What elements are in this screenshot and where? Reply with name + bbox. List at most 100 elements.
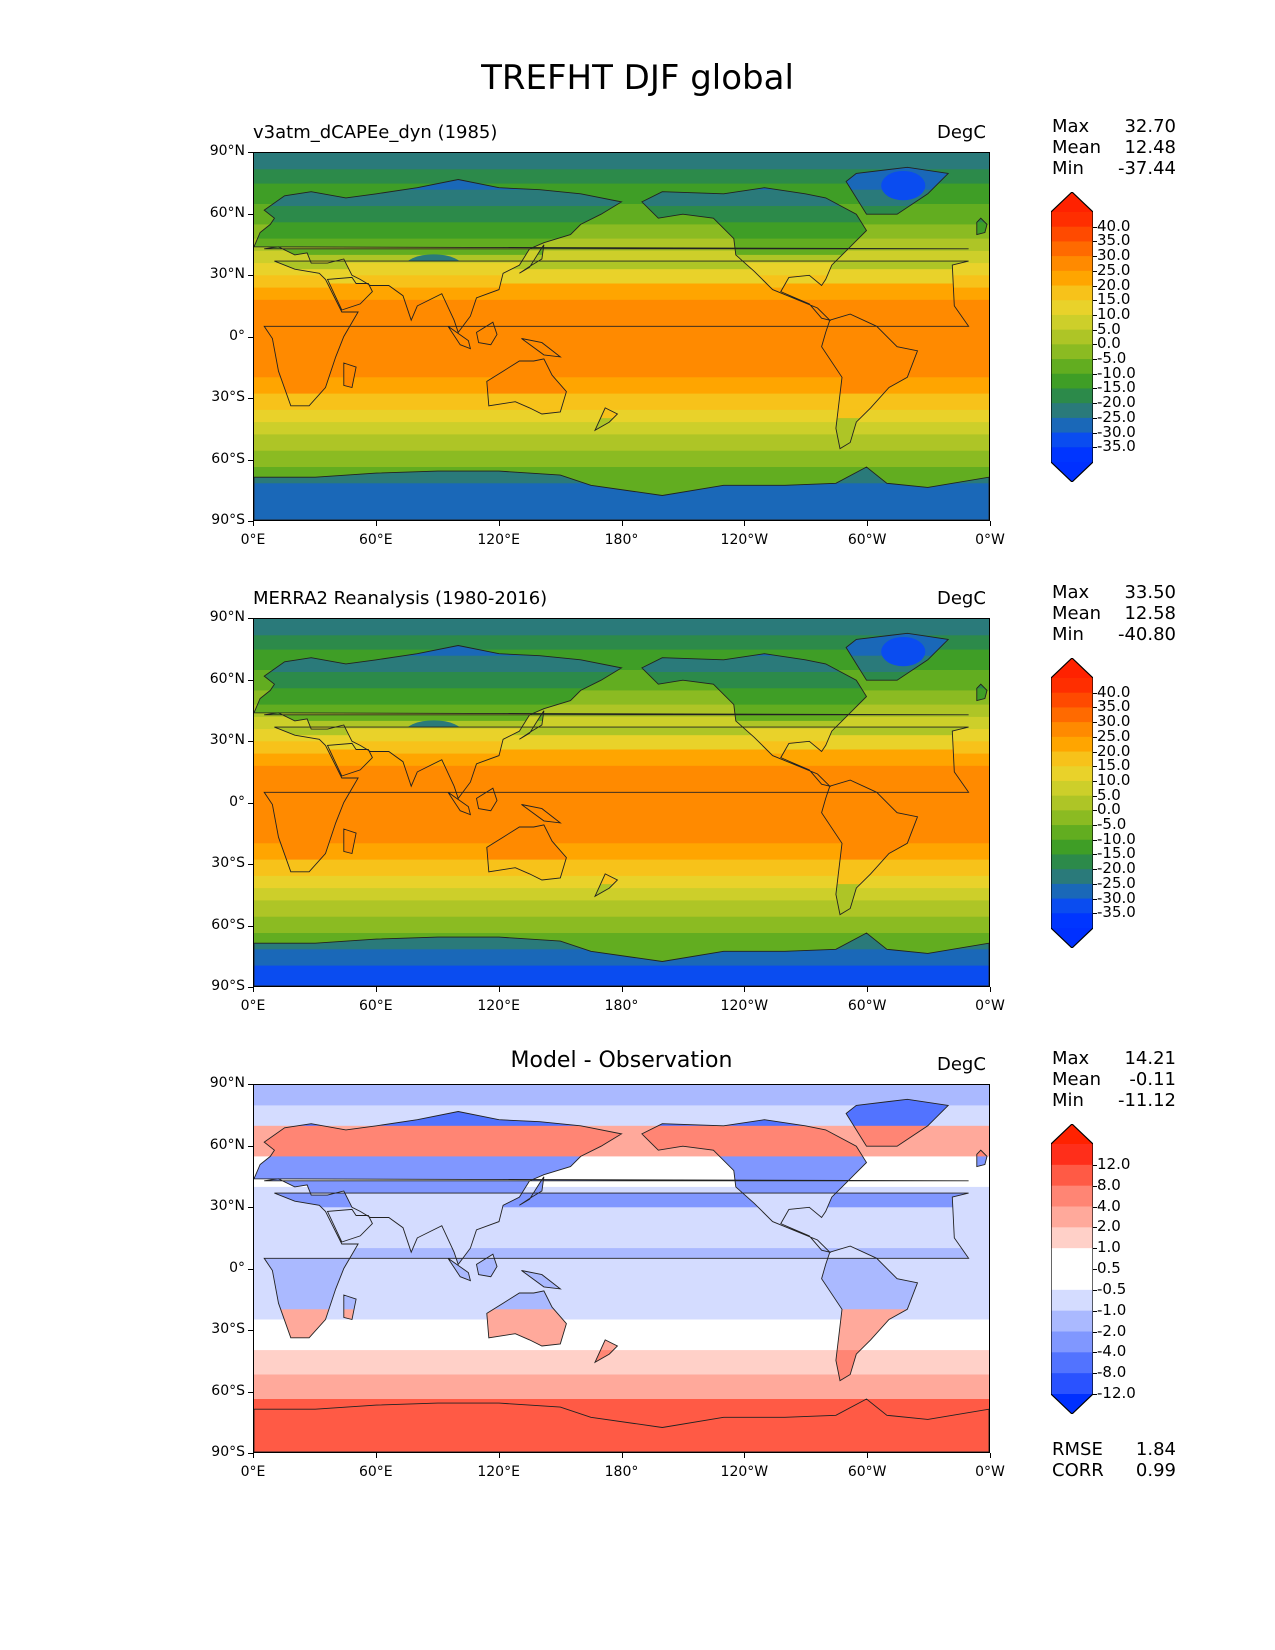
colorbar-tick-label: 30.0 xyxy=(1097,712,1131,731)
y-tick-label: 0° xyxy=(229,1259,245,1276)
colorbar-tick-mark xyxy=(1093,839,1097,841)
x-tick-label: 60°E xyxy=(358,1464,393,1480)
y-tick-label: 30°N xyxy=(209,266,245,282)
y-tick-mark xyxy=(248,1453,253,1454)
stat-label: Max xyxy=(1052,582,1090,603)
colorbar-segment xyxy=(1051,795,1093,811)
colorbar-segment xyxy=(1051,869,1093,885)
x-tick-mark xyxy=(621,987,623,992)
figure-title: TREFHT DJF global xyxy=(481,58,794,98)
colorbar xyxy=(1051,658,1093,948)
colorbar-tick-mark xyxy=(1093,1373,1097,1375)
error-stats-block: RMSE 1.84 CORR 0.99 xyxy=(1052,1439,1176,1481)
colorbar-tick-mark xyxy=(1093,751,1097,753)
colorbar-tick-label: -30.0 xyxy=(1097,422,1136,441)
y-tick-label: 60°N xyxy=(209,204,245,221)
x-tick-mark xyxy=(867,987,869,992)
colorbar-tick-mark xyxy=(1093,766,1097,768)
colorbar-segment xyxy=(1051,373,1093,390)
colorbar-tick-mark xyxy=(1093,913,1097,915)
stat-label: Mean xyxy=(1052,1069,1102,1090)
stat-row: Max 33.50 xyxy=(1052,582,1176,603)
colorbar-segment xyxy=(1051,810,1093,826)
colorbar-segment xyxy=(1051,1269,1093,1291)
colorbar-segment xyxy=(1051,1331,1093,1353)
panel-title: v3atm_dCAPEe_dyn (1985) xyxy=(253,122,498,143)
y-tick-label: 60°S xyxy=(211,916,245,933)
x-tick-label: 60°E xyxy=(358,998,393,1014)
stat-label: Min xyxy=(1052,158,1084,179)
stat-value: 12.48 xyxy=(1124,137,1176,158)
colorbar-segment xyxy=(1051,780,1093,797)
colorbar-tick-label: -2.0 xyxy=(1097,1321,1127,1340)
colorbar-segment xyxy=(1051,300,1093,316)
x-tick-mark xyxy=(744,521,746,526)
stats-block: Max 32.70 Mean 12.48 Min -37.44 xyxy=(1052,116,1176,179)
x-tick-mark xyxy=(990,987,991,992)
x-tick-label: 0°W xyxy=(975,1464,1005,1480)
stat-row: Mean -0.11 xyxy=(1052,1069,1176,1090)
x-tick-label: 120°W xyxy=(720,998,769,1014)
colorbar-tick-mark xyxy=(1093,1394,1097,1395)
colorbar-tick-label: 30.0 xyxy=(1097,246,1131,265)
colorbar-tick-mark xyxy=(1093,1248,1097,1250)
colorbar-tick-mark xyxy=(1093,388,1097,390)
stat-label: RMSE xyxy=(1052,1439,1103,1460)
colorbar-segment xyxy=(1051,1289,1093,1312)
colorbar-segment xyxy=(1051,329,1093,345)
colorbar-segment xyxy=(1051,226,1093,243)
x-tick-label: 120°E xyxy=(477,998,520,1014)
x-tick-mark xyxy=(744,987,746,992)
y-tick-mark xyxy=(248,679,253,681)
x-tick-label: 180° xyxy=(604,998,639,1014)
y-tick-mark xyxy=(248,1391,253,1393)
colorbar-segment xyxy=(1051,388,1093,404)
x-tick-mark xyxy=(498,987,500,992)
colorbar-segment xyxy=(1051,839,1093,856)
colorbar-tick-label: 1.0 xyxy=(1097,1238,1121,1257)
x-tick-label: 180° xyxy=(604,1464,639,1480)
colorbar-tick-mark xyxy=(1093,285,1097,287)
y-tick-mark xyxy=(248,864,253,865)
colorbar-tick-label: 12.0 xyxy=(1097,1154,1131,1173)
y-tick-label: 60°S xyxy=(211,450,245,467)
x-tick-mark xyxy=(498,521,500,526)
stat-label: Max xyxy=(1052,116,1090,137)
colorbar-tick-label: 4.0 xyxy=(1097,1196,1121,1215)
colorbar-tick-mark xyxy=(1093,1310,1097,1312)
colorbar-segment xyxy=(1051,898,1093,914)
y-tick-mark xyxy=(248,152,253,153)
colorbar-tick-mark xyxy=(1093,447,1097,449)
colorbar-tick-mark xyxy=(1093,1269,1097,1270)
stat-row: Max 14.21 xyxy=(1052,1048,1176,1069)
x-tick-label: 120°W xyxy=(720,532,769,548)
colorbar-tick-mark xyxy=(1093,1164,1097,1166)
y-tick-label: 60°N xyxy=(209,670,245,687)
colorbar-segment xyxy=(1051,736,1093,753)
colorbar-segment xyxy=(1051,825,1093,841)
stat-row: Min -40.80 xyxy=(1052,624,1176,645)
units-label: DegC xyxy=(937,1054,986,1075)
colorbar-tick-mark xyxy=(1093,256,1097,258)
colorbar-tick-label: 10.0 xyxy=(1097,304,1131,323)
colorbar-segment xyxy=(1051,1144,1093,1166)
colorbar-under-triangle xyxy=(1051,1394,1093,1414)
colorbar-tick-mark xyxy=(1093,869,1097,871)
y-tick-label: 30°N xyxy=(209,732,245,748)
y-tick-label: 60°N xyxy=(209,1136,245,1153)
colorbar-tick-mark xyxy=(1093,1227,1097,1229)
x-tick-label: 60°W xyxy=(847,532,887,548)
colorbar-tick-mark xyxy=(1093,707,1097,709)
x-tick-mark xyxy=(253,521,254,526)
stats-block: Max 33.50 Mean 12.58 Min -40.80 xyxy=(1052,582,1176,645)
y-tick-mark xyxy=(248,1268,253,1270)
x-tick-mark xyxy=(621,1453,623,1458)
colorbar-segment xyxy=(1051,285,1093,301)
colorbar-tick-label: 5.0 xyxy=(1097,785,1121,804)
colorbar-tick-label: -10.0 xyxy=(1097,363,1136,382)
colorbar-over-triangle xyxy=(1051,658,1093,678)
x-tick-mark xyxy=(867,1453,869,1458)
colorbar-segment xyxy=(1051,212,1093,228)
colorbar-segment xyxy=(1051,883,1093,900)
colorbar-tick-label: 0.0 xyxy=(1097,334,1121,353)
